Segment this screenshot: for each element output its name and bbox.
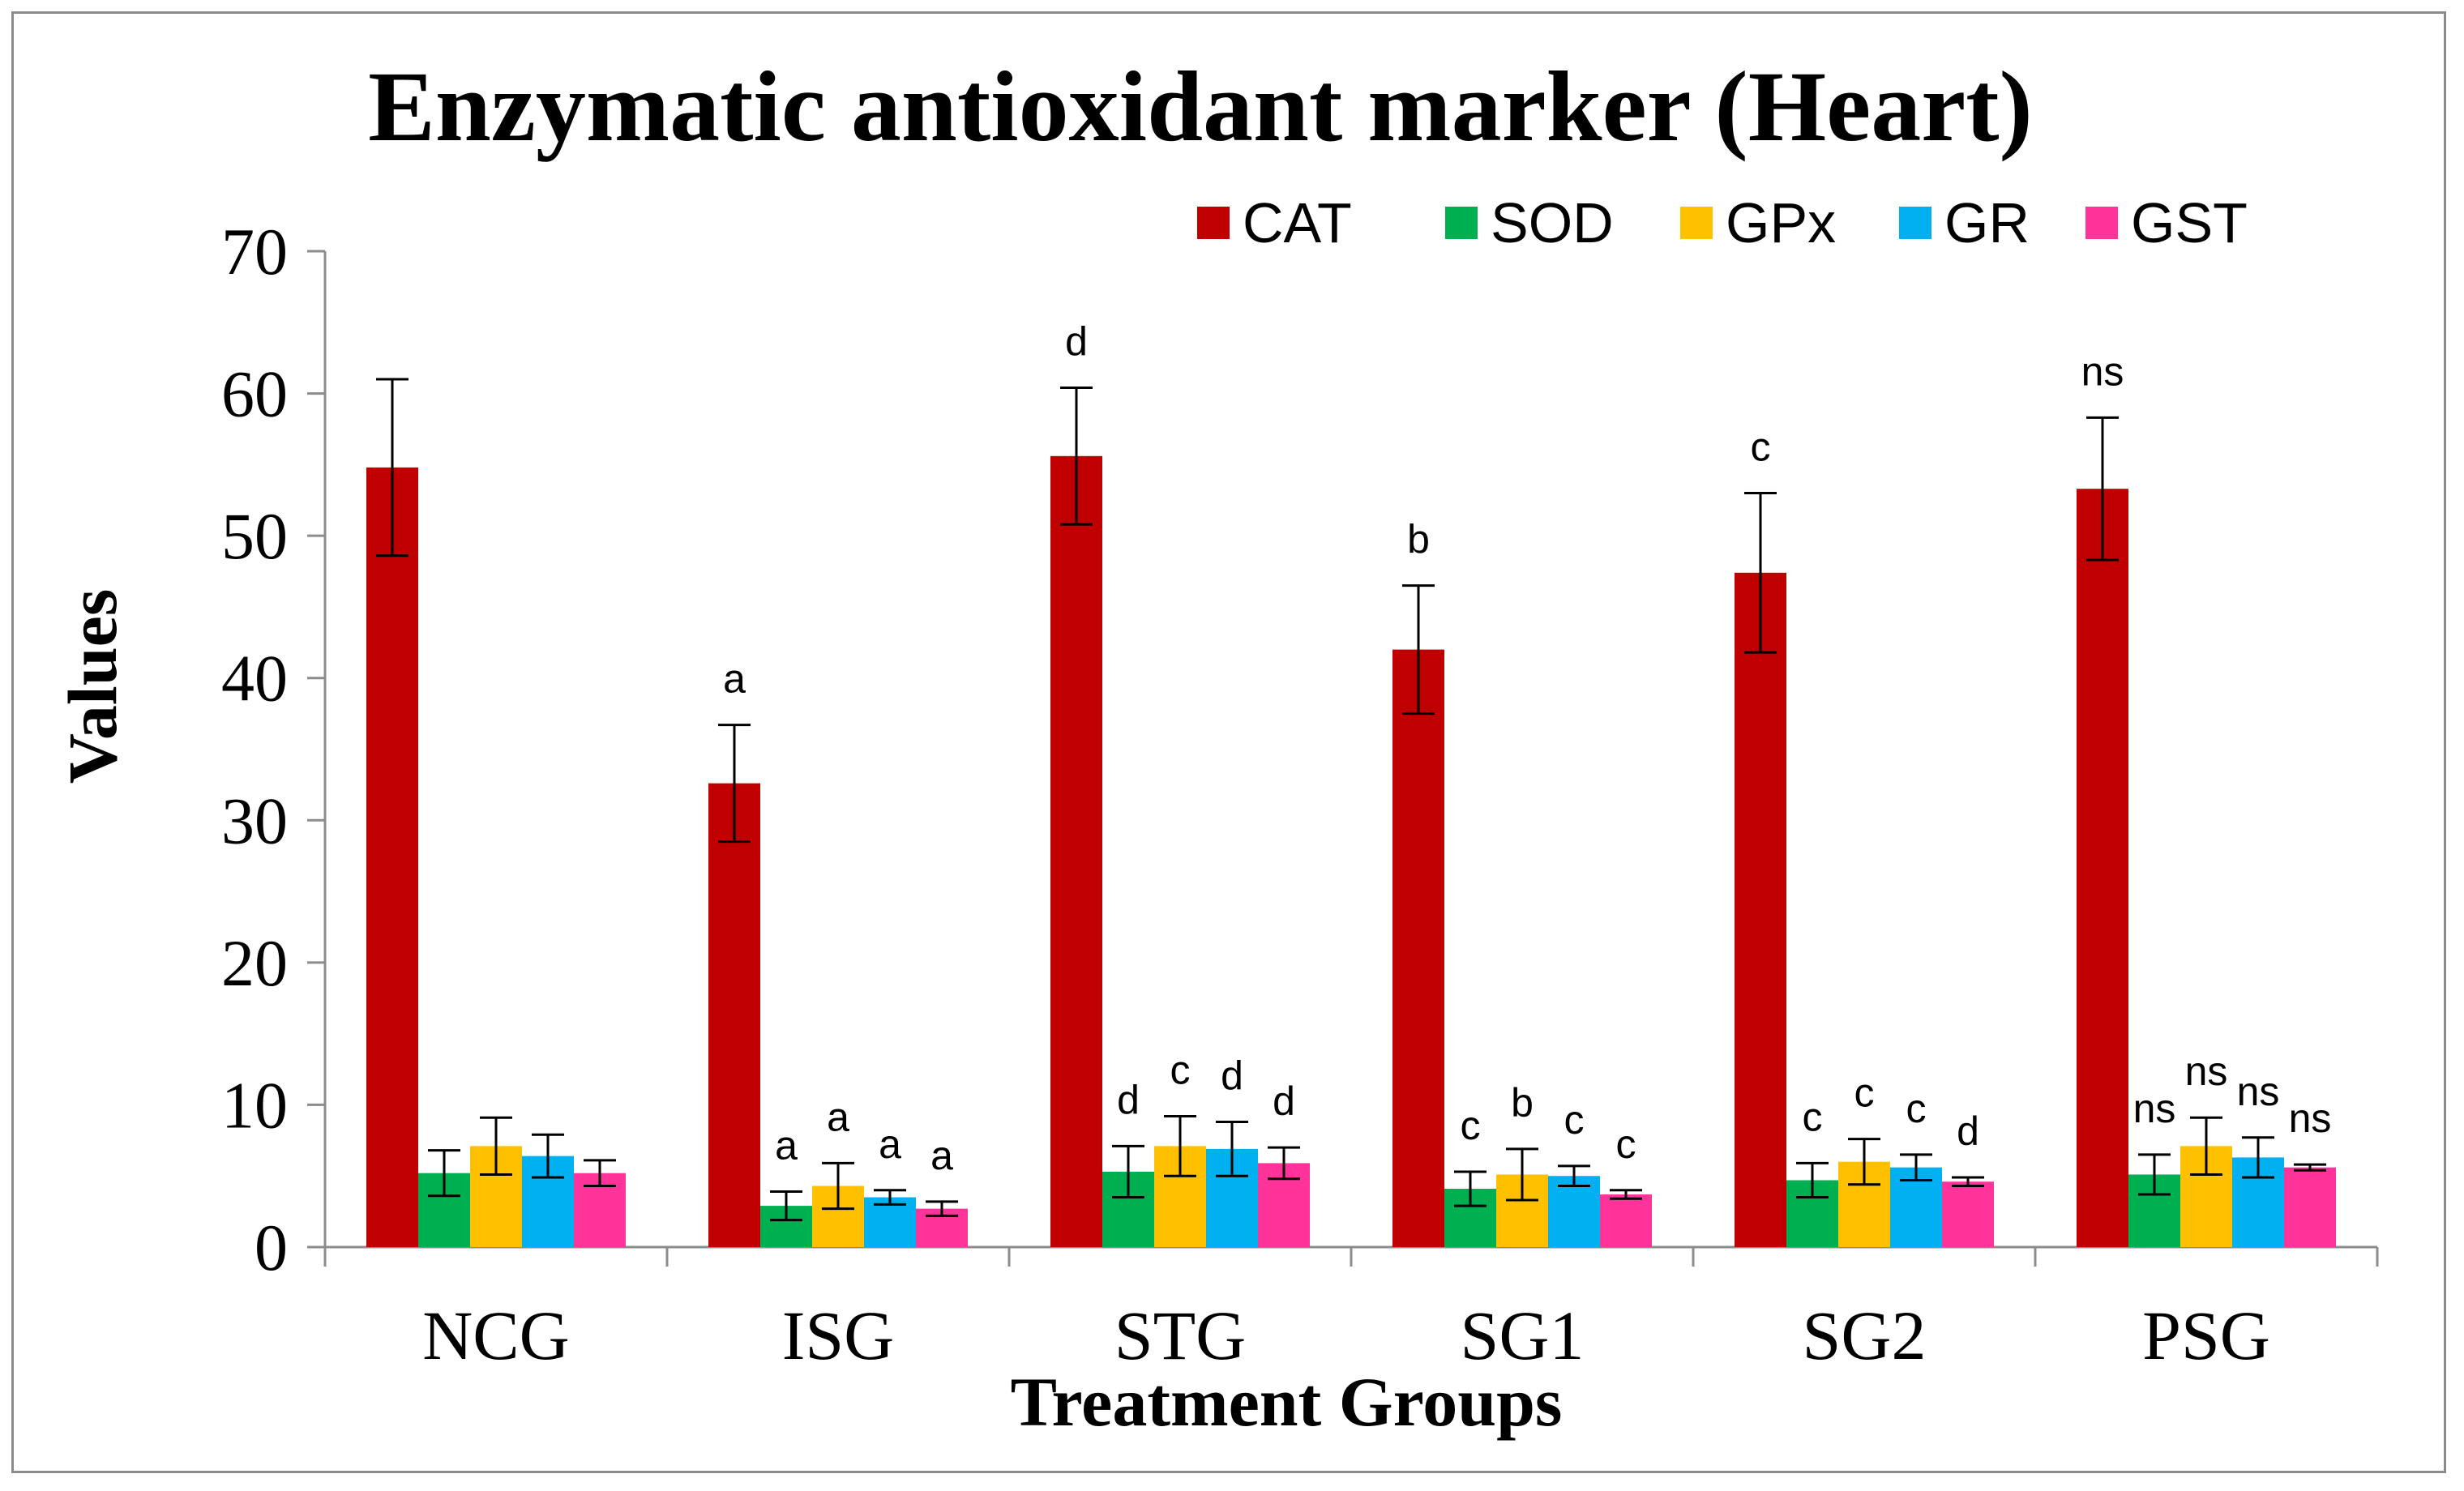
bar-cat — [708, 783, 760, 1247]
chart-title: Enzymatic antioxidant marker (Heart) — [368, 51, 2033, 162]
significance-label: c — [1751, 424, 1771, 469]
y-tick-label: 30 — [221, 784, 288, 857]
legend: CAT SOD GPx GR GST — [1197, 191, 2248, 254]
significance-label: a — [723, 656, 746, 702]
x-axis-title: Treatment Groups — [1011, 1363, 1563, 1441]
legend-label-sod: SOD — [1491, 191, 1614, 254]
significance-label: d — [1957, 1109, 1979, 1154]
significance-label: c — [1616, 1121, 1636, 1167]
legend-swatch-cat — [1197, 207, 1230, 239]
bar-cat — [1735, 572, 1786, 1247]
legend-swatch-gr — [1899, 207, 1931, 239]
bar-cat — [1392, 649, 1444, 1247]
significance-label: d — [1273, 1079, 1295, 1124]
significance-label: ns — [2185, 1049, 2228, 1094]
significance-label: c — [1906, 1086, 1927, 1131]
legend-label-gpx: GPx — [1726, 191, 1836, 254]
axes: 0 10 20 30 40 50 60 70 NCG ISG STG SG1 SG2 PSG — [221, 215, 2379, 1374]
significance-label: a — [827, 1094, 849, 1139]
significance-label: a — [879, 1121, 901, 1167]
x-tick-label: STG — [1114, 1297, 1246, 1374]
y-tick-label: 10 — [221, 1068, 288, 1142]
x-tick-label: NCG — [422, 1297, 570, 1374]
x-tick-label: PSG — [2142, 1297, 2270, 1374]
significance-label: ns — [2133, 1086, 2176, 1131]
y-tick-label: 40 — [221, 642, 288, 716]
significance-label: c — [1803, 1094, 1823, 1139]
significance-label: d — [1065, 319, 1088, 365]
significance-label: ns — [2237, 1069, 2280, 1114]
significance-label: c — [1461, 1103, 1481, 1148]
legend-swatch-sod — [1445, 207, 1478, 239]
bar-chart: Enzymatic antioxidant marker (Heart) CAT… — [53, 51, 2379, 1441]
legend-label-cat: CAT — [1243, 191, 1352, 254]
bar-gst — [2284, 1167, 2336, 1247]
significance-label: b — [1407, 517, 1430, 562]
significance-label: a — [930, 1133, 953, 1178]
legend-swatch-gst — [2085, 207, 2118, 239]
y-tick-label: 60 — [221, 357, 288, 431]
significance-label: ns — [2289, 1096, 2332, 1141]
bar-gst — [1942, 1181, 1994, 1247]
legend-swatch-gpx — [1680, 207, 1713, 239]
significance-label: c — [1854, 1070, 1875, 1116]
significance-label: d — [1117, 1077, 1140, 1122]
bar-gr — [1548, 1176, 1600, 1247]
chart-frame: Enzymatic antioxidant marker (Heart) CAT… — [11, 11, 2446, 1473]
bar-cat — [366, 467, 418, 1247]
legend-label-gst: GST — [2131, 191, 2248, 254]
y-tick-label: 50 — [221, 499, 288, 573]
significance-label: b — [1511, 1080, 1534, 1126]
y-tick-label: 70 — [221, 215, 288, 288]
bar-cat — [2077, 489, 2128, 1247]
y-tick-label: 0 — [255, 1211, 288, 1284]
x-tick-label: ISG — [782, 1297, 895, 1374]
significance-label: a — [775, 1123, 798, 1168]
x-tick-label: SG2 — [1803, 1297, 1927, 1374]
significance-label: d — [1221, 1053, 1243, 1098]
significance-label: c — [1564, 1097, 1585, 1143]
significance-label: ns — [2081, 348, 2124, 394]
significance-label: c — [1170, 1047, 1191, 1092]
y-tick-label: 20 — [221, 926, 288, 1000]
y-axis-title: Values — [53, 589, 131, 784]
bar-cat — [1050, 455, 1102, 1247]
bar-gst — [1600, 1194, 1652, 1247]
x-tick-label: SG1 — [1461, 1297, 1585, 1374]
legend-label-gr: GR — [1944, 191, 2030, 254]
